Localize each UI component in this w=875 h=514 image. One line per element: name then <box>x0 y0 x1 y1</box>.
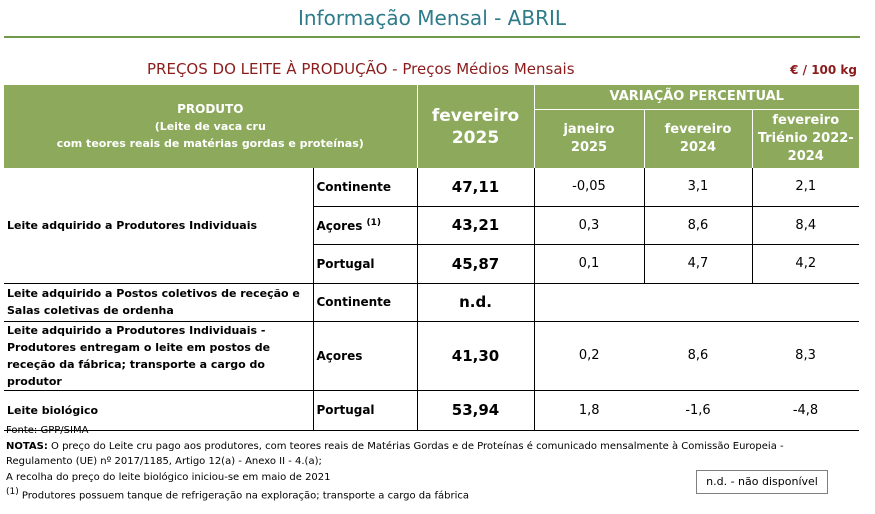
header-col-feb-2024: fevereiro 2024 <box>643 109 752 168</box>
var-jan-cell: 0,3 <box>534 206 644 245</box>
table-subtitle: PREÇOS DO LEITE À PRODUÇÃO - Preços Médi… <box>147 60 575 78</box>
header-col1-a: janeiro <box>563 121 615 137</box>
header-col-trienio: fevereiro Triénio 2022-2024 <box>751 109 860 168</box>
region-cell: Continente <box>313 283 418 322</box>
var-jan-cell: 1,8 <box>534 390 644 431</box>
region-cell: Continente <box>313 168 418 207</box>
source-note: Fonte: GPP/SIMA <box>6 425 89 436</box>
var-trienio-cell: 4,2 <box>751 244 860 284</box>
var-jan-cell: -0,05 <box>534 168 644 207</box>
group-label: Leite biológico <box>4 390 314 431</box>
var-jan-cell: 0,1 <box>534 244 644 284</box>
header-feb-year: 2025 <box>451 127 500 148</box>
region-cell: Portugal <box>313 244 418 284</box>
var-feb-cell: -1,6 <box>644 390 752 431</box>
table-row: Leite adquirido a Produtores Individuais… <box>4 168 860 284</box>
footnote-text: Produtores possuem tanque de refrigeraçã… <box>18 490 469 502</box>
nd-legend-box: n.d. - não disponível <box>696 470 828 494</box>
header-col-jan-2025: janeiro 2025 <box>534 109 644 168</box>
notes-label: NOTAS: <box>6 440 48 452</box>
unit-label: € / 100 kg <box>790 63 857 77</box>
var-jan-cell <box>534 283 644 322</box>
var-trienio-cell <box>752 283 860 322</box>
var-feb-cell: 8,6 <box>643 206 752 245</box>
price-cell: 45,87 <box>417 244 535 284</box>
header-col2-a: fevereiro <box>664 121 732 137</box>
header-produto-sub1: (Leite de vaca cru <box>154 120 266 133</box>
var-feb-cell: 4,7 <box>643 244 752 284</box>
table-row: Leite adquirido a Postos coletivos de re… <box>4 283 860 322</box>
table-row: Portugal 45,87 0,1 4,7 4,2 <box>4 244 860 284</box>
price-cell: 47,11 <box>417 168 535 207</box>
var-feb-cell <box>644 283 752 322</box>
header-feb-2025: fevereiro 2025 <box>416 85 535 168</box>
header-feb-month: fevereiro <box>431 105 520 126</box>
group-label: Leite adquirido a Produtores Individuais <box>4 168 314 284</box>
var-feb-cell: 8,6 <box>644 321 752 391</box>
notes-text: NOTAS: O preço do Leite cru pago aos pro… <box>6 439 851 470</box>
region-label: Açores <box>316 218 363 233</box>
footnote-mark: (1) <box>6 487 19 497</box>
region-cell: Açores <box>313 321 418 391</box>
region-cell: Açores (1) <box>313 206 418 245</box>
price-cell: n.d. <box>417 283 535 322</box>
header-col1-b: 2025 <box>570 139 608 155</box>
header-variacao: VARIAÇÃO PERCENTUAL <box>534 85 860 110</box>
header-produto: PRODUTO (Leite de vaca cru com teores re… <box>4 85 417 168</box>
price-cell: 43,21 <box>417 206 535 245</box>
table-row: Leite biológico Portugal 53,94 1,8 -1,6 … <box>4 390 860 431</box>
var-trienio-cell: 8,4 <box>751 206 860 245</box>
region-cell: Portugal <box>313 390 418 431</box>
group-label: Leite adquirido a Postos coletivos de re… <box>4 283 314 322</box>
header-col3-b: Triénio 2022-2024 <box>757 130 854 164</box>
notes-section: Fonte: GPP/SIMA NOTAS: O preço do Leite … <box>6 423 851 504</box>
organic-note: A recolha do preço do leite biológico in… <box>6 471 331 483</box>
header-col2-b: 2024 <box>679 139 717 155</box>
header-produto-label: PRODUTO <box>177 102 244 116</box>
table-row: Leite adquirido a Produtores Individuais… <box>4 321 860 391</box>
price-cell: 41,30 <box>417 321 535 391</box>
milk-price-table: PRODUTO (Leite de vaca cru com teores re… <box>4 85 860 431</box>
var-trienio-cell: 8,3 <box>752 321 860 391</box>
group-label: Leite adquirido a Produtores Individuais… <box>4 321 314 391</box>
footnote-marker: (1) <box>366 217 382 228</box>
header-produto-sub2: com teores reais de matérias gordas e pr… <box>56 137 364 150</box>
notes-body: O preço do Leite cru pago aos produtores… <box>6 440 784 468</box>
footnote: (1) Produtores possuem tanque de refrige… <box>6 485 851 504</box>
var-trienio-cell: -4,8 <box>752 390 860 431</box>
header-col3-a: fevereiro <box>772 112 840 128</box>
price-cell: 53,94 <box>417 390 535 431</box>
var-jan-cell: 0,2 <box>534 321 644 391</box>
var-trienio-cell: 2,1 <box>751 168 860 207</box>
title-divider <box>4 36 860 38</box>
table-row: Açores (1) 43,21 0,3 8,6 8,4 <box>4 206 860 245</box>
page-title: Informação Mensal - ABRIL <box>297 6 567 30</box>
var-feb-cell: 3,1 <box>643 168 752 207</box>
